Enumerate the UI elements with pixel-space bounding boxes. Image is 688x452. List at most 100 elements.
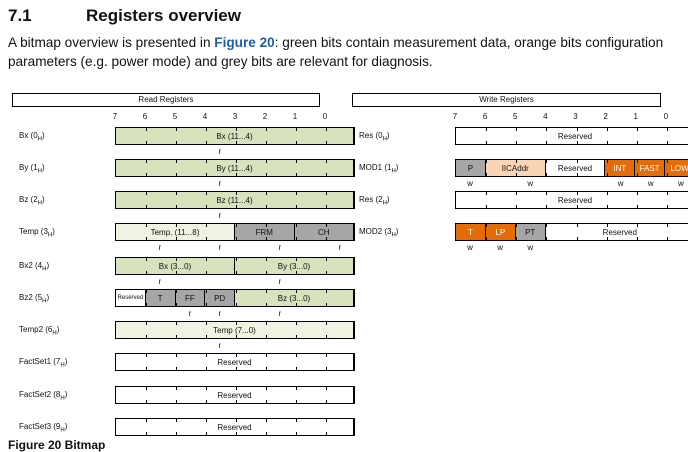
register-field: Reserved xyxy=(456,128,688,144)
bit-tick xyxy=(266,303,267,306)
bit-tick xyxy=(666,192,668,195)
bit-tick xyxy=(266,432,267,435)
bit-tick xyxy=(326,432,327,435)
bit-tick xyxy=(146,354,147,357)
bit-tick xyxy=(176,400,177,403)
bit-tick xyxy=(486,237,488,240)
bit-tick xyxy=(606,224,608,227)
bit-tick xyxy=(236,224,237,227)
bit-number: 3 xyxy=(232,112,238,121)
register-field: By (11...4) xyxy=(116,160,354,176)
bit-tick xyxy=(176,419,177,422)
access-annotation: r xyxy=(218,211,222,220)
bit-tick xyxy=(206,335,207,338)
bit-tick xyxy=(486,205,488,208)
access-annotation: w xyxy=(678,179,684,188)
access-annotation: r xyxy=(188,309,192,318)
bit-tick xyxy=(146,141,147,144)
read-panel-title: Read Registers xyxy=(12,93,320,107)
bit-tick xyxy=(486,128,488,131)
bit-tick xyxy=(206,128,207,131)
bit-tick xyxy=(146,128,147,131)
bit-tick xyxy=(576,160,578,163)
bit-tick xyxy=(666,128,668,131)
bit-tick xyxy=(206,258,207,261)
register-field: FRM xyxy=(235,224,295,240)
bit-tick xyxy=(296,205,297,208)
bit-tick xyxy=(146,387,147,390)
bit-tick xyxy=(266,258,267,261)
bit-tick xyxy=(666,205,668,208)
bit-tick xyxy=(146,205,147,208)
bit-tick xyxy=(606,173,608,176)
bit-tick xyxy=(266,224,267,227)
figure-caption: Figure 20 Bitmap xyxy=(8,438,106,452)
bit-tick xyxy=(516,237,518,240)
bit-tick xyxy=(236,400,237,403)
bit-tick xyxy=(606,237,608,240)
register-field: Reserved xyxy=(116,354,354,370)
write-register-label: Res (2H) xyxy=(359,195,390,207)
bit-tick xyxy=(236,271,237,274)
bit-tick xyxy=(146,224,147,227)
bit-tick xyxy=(576,173,578,176)
bit-tick xyxy=(296,367,297,370)
bit-tick xyxy=(296,290,297,293)
bit-tick xyxy=(176,173,177,176)
bit-tick xyxy=(296,432,297,435)
write-register-label: MOD1 (1H) xyxy=(359,163,399,175)
bit-tick xyxy=(236,258,237,261)
bit-tick xyxy=(266,192,267,195)
read-register-row: By (11...4) xyxy=(115,159,355,177)
bit-tick xyxy=(296,224,297,227)
bit-tick xyxy=(296,303,297,306)
register-field: CH xyxy=(294,224,354,240)
bit-tick xyxy=(326,173,327,176)
register-field: LP xyxy=(485,224,516,240)
bit-number: 4 xyxy=(202,112,208,121)
figure-link[interactable]: Figure 20 xyxy=(214,35,275,50)
bit-number: 7 xyxy=(112,112,118,121)
bit-tick xyxy=(486,224,488,227)
bit-tick xyxy=(326,367,327,370)
bit-tick xyxy=(146,192,147,195)
bit-tick xyxy=(146,173,147,176)
bit-tick xyxy=(546,160,548,163)
bit-tick xyxy=(606,141,608,144)
bit-number: 6 xyxy=(482,112,488,121)
bit-tick xyxy=(636,192,638,195)
bit-tick xyxy=(576,141,578,144)
bit-tick xyxy=(296,419,297,422)
register-field: Reserved xyxy=(116,290,146,306)
bit-tick xyxy=(236,192,237,195)
register-field: Reserved xyxy=(116,387,354,403)
write-register-label: Res (0H) xyxy=(359,131,390,143)
access-annotation: r xyxy=(218,341,222,350)
bit-tick xyxy=(636,128,638,131)
bit-tick xyxy=(326,237,327,240)
bit-tick xyxy=(176,205,177,208)
bit-tick xyxy=(516,224,518,227)
bit-tick xyxy=(146,237,147,240)
read-register-row: Reserved xyxy=(115,418,355,436)
write-register-row: Reserved xyxy=(455,127,688,145)
bit-tick xyxy=(236,160,237,163)
bit-tick xyxy=(606,128,608,131)
write-register-row: T LP PT Reserved xyxy=(455,223,688,241)
register-field: Reserved xyxy=(456,192,688,208)
bit-number: 0 xyxy=(663,112,669,121)
bit-tick xyxy=(296,400,297,403)
bit-number: 0 xyxy=(322,112,328,121)
read-register-label: Bz (2H) xyxy=(19,195,45,207)
access-annotation: w xyxy=(647,179,654,188)
bit-tick xyxy=(546,128,548,131)
bit-tick xyxy=(576,192,578,195)
access-annotation: w xyxy=(617,179,624,188)
bit-tick xyxy=(236,419,237,422)
register-field: By (3...0) xyxy=(235,258,354,274)
bit-tick xyxy=(206,432,207,435)
bit-tick xyxy=(176,237,177,240)
bit-tick xyxy=(266,141,267,144)
section-number: 7.1 xyxy=(8,6,32,25)
bit-tick xyxy=(546,141,548,144)
